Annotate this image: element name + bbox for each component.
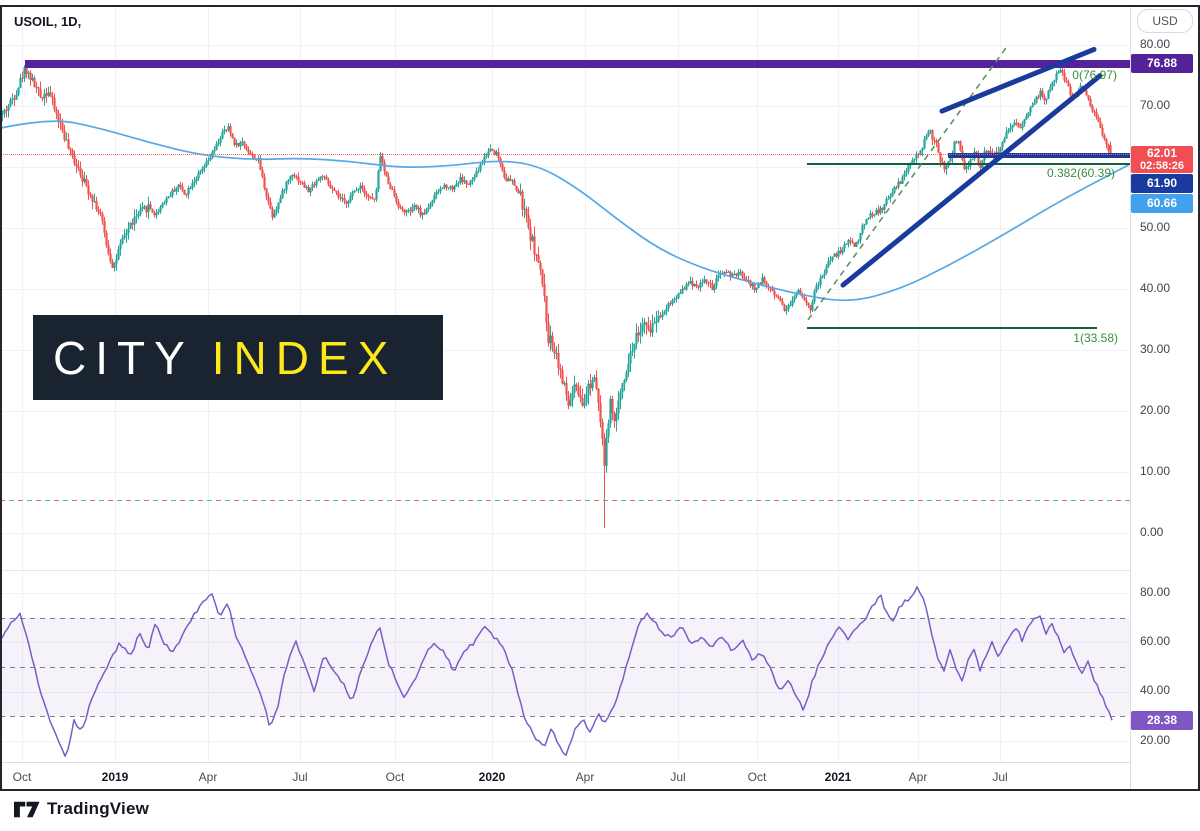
watermark-word-city: CITY <box>53 331 194 384</box>
tradingview-icon <box>14 801 40 817</box>
time-label: Apr <box>198 770 218 784</box>
resistance-price-label[interactable]: 76.88 <box>1131 54 1193 73</box>
rsi-tick: 80.00 <box>1140 585 1171 599</box>
dual-color-dashed-line[interactable] <box>0 499 1130 501</box>
time-axis-border <box>0 762 1130 763</box>
level-price-label[interactable]: 61.90 <box>1131 174 1193 193</box>
time-label: Oct <box>747 770 767 784</box>
time-label: Jul <box>670 770 686 784</box>
rsi-tick: 60.00 <box>1140 634 1171 648</box>
time-label: 2019 <box>101 770 129 784</box>
price-tick: 0.00 <box>1140 525 1164 539</box>
fib-0-label: 0(76.97) <box>1072 68 1117 82</box>
rsi-tick: 40.00 <box>1140 683 1171 697</box>
channel-upper-trendline[interactable] <box>939 46 1097 114</box>
time-label: 2021 <box>824 770 852 784</box>
rsi-value: 28.38 <box>1146 713 1178 727</box>
fib-0382-label: 0.382(60.39) <box>1046 166 1115 180</box>
ma-price-label[interactable]: 60.66 <box>1131 194 1193 213</box>
price-tick: 30.00 <box>1140 342 1171 356</box>
price-tick: 10.00 <box>1140 464 1171 478</box>
time-label: 2020 <box>478 770 506 784</box>
currency-button[interactable]: USD <box>1137 9 1193 33</box>
fib-1-label: 1(33.58) <box>1073 331 1118 345</box>
channel-lower-trendline[interactable] <box>840 73 1103 288</box>
watermark-word-index: INDEX <box>211 331 398 384</box>
level-price-value: 61.90 <box>1146 176 1178 190</box>
price-tick: 50.00 <box>1140 220 1171 234</box>
tradingview-logo-text: TradingView <box>47 799 150 818</box>
purple-resistance-line[interactable] <box>25 59 1130 68</box>
fib-0382-line[interactable] <box>807 163 1130 166</box>
price-tick: 80.00 <box>1140 37 1171 51</box>
last-price-value: 62.01 <box>1146 145 1178 160</box>
price-tick: 70.00 <box>1140 98 1171 112</box>
time-label: Apr <box>575 770 595 784</box>
time-label: Oct <box>12 770 32 784</box>
time-label: Jul <box>992 770 1008 784</box>
price-tick: 20.00 <box>1140 403 1171 417</box>
symbol-title[interactable]: USOIL, 1D, <box>14 14 82 29</box>
bar-close-countdown: 02:58:26 <box>1139 159 1185 172</box>
price-tick: 40.00 <box>1140 281 1171 295</box>
last-price-label[interactable]: 62.01 02:58:26 <box>1131 146 1193 173</box>
time-label: Jul <box>292 770 308 784</box>
resistance-price-value: 76.88 <box>1146 56 1178 70</box>
tradingview-logo[interactable]: TradingView <box>14 799 149 819</box>
rsi-tick: 20.00 <box>1140 733 1171 747</box>
ma-price-value: 60.66 <box>1146 196 1178 210</box>
last-price-dotted-line <box>0 154 1130 156</box>
fib-1-line[interactable] <box>807 326 1097 329</box>
time-label: Oct <box>385 770 405 784</box>
time-label: Apr <box>908 770 928 784</box>
rsi-value-label[interactable]: 28.38 <box>1131 711 1193 730</box>
pane-separator[interactable] <box>0 570 1130 571</box>
fib-dashed-trendline[interactable] <box>807 44 1009 321</box>
price-axis-border <box>1130 5 1131 791</box>
city-index-watermark: CITY INDEX <box>33 315 443 400</box>
